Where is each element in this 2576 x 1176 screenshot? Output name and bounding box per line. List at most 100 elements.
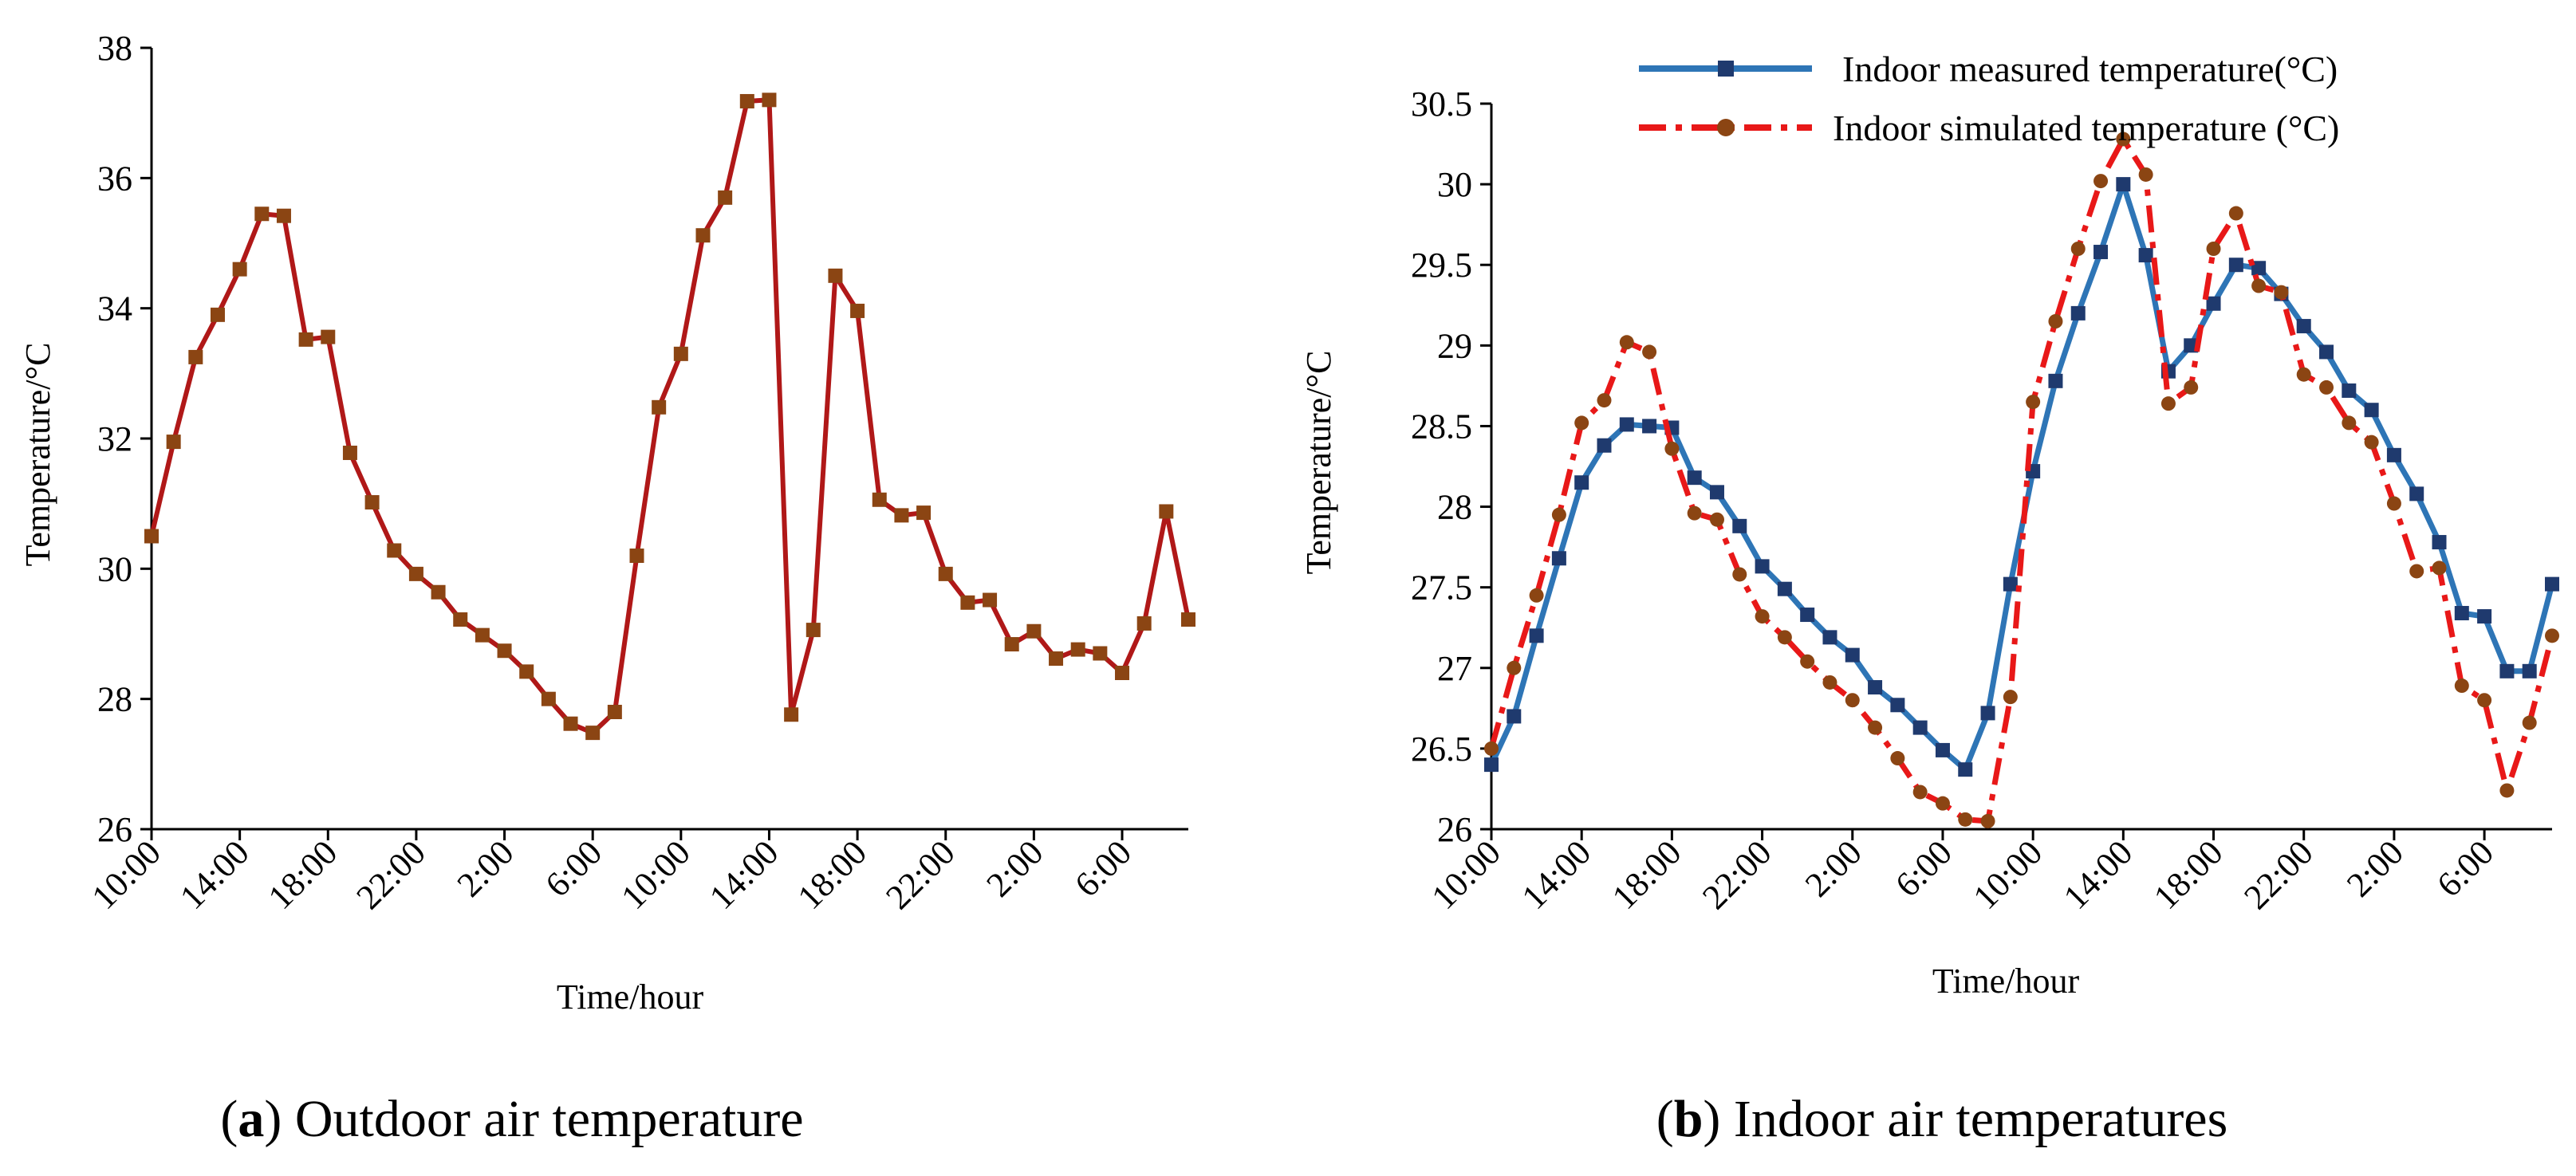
x-tick-label: 18:00 — [1605, 832, 1689, 917]
data-point-indoor-0 — [1732, 518, 1747, 533]
data-point-indoor-1 — [1912, 785, 1928, 800]
data-point-outdoor-0 — [1049, 651, 1064, 667]
data-point-outdoor-0 — [1093, 646, 1108, 661]
data-point-indoor-0 — [2003, 576, 2018, 592]
y-tick-label: 26.5 — [1411, 730, 1472, 769]
data-point-outdoor-0 — [673, 346, 688, 361]
data-point-outdoor-0 — [894, 508, 909, 523]
data-point-outdoor-0 — [695, 228, 711, 243]
y-tick-label: 29.5 — [1411, 246, 1472, 285]
data-point-outdoor-0 — [762, 92, 777, 108]
data-point-outdoor-0 — [166, 435, 181, 450]
data-point-indoor-1 — [1529, 588, 1544, 603]
data-point-indoor-1 — [2206, 242, 2221, 256]
data-point-indoor-1 — [2364, 435, 2379, 450]
data-point-indoor-0 — [1687, 470, 1702, 486]
y-tick-label: 38 — [97, 29, 132, 68]
x-tick-label: 14:00 — [702, 832, 786, 917]
chart-indoor-ylabel: Temperature/°C — [1299, 351, 1338, 575]
data-point-indoor-1 — [2160, 396, 2176, 411]
data-point-outdoor-0 — [983, 592, 998, 608]
x-tick-label: 6:00 — [2429, 832, 2501, 904]
data-point-indoor-0 — [2048, 373, 2063, 388]
data-point-indoor-1 — [2386, 496, 2401, 511]
data-point-indoor-0 — [1574, 475, 1589, 490]
data-point-indoor-1 — [2454, 678, 2469, 694]
data-point-indoor-1 — [1507, 660, 1522, 675]
x-tick-label: 2:00 — [979, 832, 1050, 904]
data-point-indoor-1 — [1664, 441, 1680, 456]
data-point-indoor-0 — [2206, 296, 2221, 311]
data-point-outdoor-0 — [453, 612, 468, 627]
chart-outdoor-yticks: 26 28 30 32 34 36 38 — [97, 29, 152, 849]
chart-indoor-yticks: 26 26.5 27 27.5 28 28.5 29 29.5 30 30.5 — [1411, 85, 1491, 849]
data-point-outdoor-0 — [960, 595, 975, 610]
x-tick-label: 6:00 — [1067, 832, 1139, 904]
data-point-indoor-0 — [2093, 245, 2109, 260]
data-point-outdoor-0 — [1070, 642, 1085, 657]
x-tick-label: 22:00 — [878, 832, 963, 917]
y-tick-label: 36 — [97, 159, 132, 198]
y-tick-label: 34 — [97, 289, 132, 328]
data-point-outdoor-0 — [232, 262, 247, 277]
data-point-outdoor-0 — [850, 303, 865, 318]
data-point-outdoor-0 — [364, 495, 380, 510]
data-point-indoor-1 — [2342, 415, 2357, 431]
chart-outdoor-series — [144, 92, 1195, 741]
data-point-indoor-1 — [2003, 690, 2018, 705]
series-line-indoor-1 — [1488, 136, 2555, 824]
data-point-indoor-0 — [1777, 581, 1792, 596]
data-point-outdoor-0 — [784, 707, 799, 722]
data-point-indoor-0 — [2364, 403, 2379, 418]
data-point-indoor-1 — [1755, 609, 1770, 624]
y-tick-label: 29 — [1437, 326, 1472, 365]
data-point-indoor-1 — [2048, 314, 2063, 328]
data-point-outdoor-0 — [254, 206, 270, 222]
data-point-outdoor-0 — [607, 705, 622, 719]
data-point-outdoor-0 — [739, 93, 754, 108]
data-point-indoor-0 — [2070, 305, 2086, 321]
data-point-indoor-0 — [1709, 485, 1724, 500]
data-point-indoor-0 — [1755, 559, 1770, 574]
x-tick-label: 22:00 — [2236, 832, 2321, 917]
chart-outdoor-caption-letter: a — [238, 1090, 264, 1148]
data-point-indoor-1 — [2138, 167, 2153, 182]
x-tick-label: 18:00 — [2146, 832, 2231, 917]
data-point-outdoor-0 — [585, 726, 601, 741]
data-point-outdoor-0 — [276, 208, 291, 223]
chart-outdoor-xticks: 10:00 14:00 18:00 22:00 2:00 6:00 10:00 14:00 18… — [85, 829, 1139, 917]
data-point-indoor-0 — [2296, 319, 2311, 334]
data-point-indoor-1 — [2070, 242, 2086, 256]
data-point-indoor-1 — [2409, 564, 2424, 579]
legend-item-measured: Indoor measured temperature(°C) — [1639, 49, 2338, 89]
y-tick-label: 28 — [97, 680, 132, 719]
legend-simulated-marker — [1717, 119, 1735, 136]
data-point-outdoor-0 — [872, 492, 887, 507]
data-point-outdoor-0 — [519, 664, 534, 679]
data-point-outdoor-0 — [342, 445, 357, 460]
legend-measured-label: Indoor measured temperature(°C) — [1842, 49, 2338, 89]
chart-indoor-series — [1484, 132, 2559, 828]
data-point-outdoor-0 — [541, 691, 556, 706]
data-point-outdoor-0 — [497, 643, 512, 659]
data-point-indoor-1 — [2026, 395, 2041, 410]
data-point-indoor-1 — [1890, 751, 1905, 766]
data-point-indoor-1 — [2499, 783, 2515, 798]
data-point-indoor-1 — [1958, 812, 1973, 827]
data-point-indoor-0 — [1958, 762, 1973, 777]
data-point-indoor-0 — [1845, 647, 1860, 663]
data-point-indoor-0 — [1484, 757, 1499, 773]
data-point-indoor-0 — [1800, 608, 1815, 623]
data-point-indoor-0 — [2386, 447, 2401, 462]
data-point-outdoor-0 — [1159, 504, 1174, 519]
data-point-indoor-0 — [2116, 177, 2131, 192]
data-point-indoor-1 — [2274, 285, 2289, 300]
data-point-outdoor-0 — [431, 584, 446, 600]
x-tick-label: 6:00 — [538, 832, 609, 904]
data-point-outdoor-0 — [321, 329, 336, 344]
data-point-outdoor-0 — [1136, 616, 1152, 631]
y-tick-label: 26 — [97, 810, 132, 849]
data-point-indoor-1 — [1845, 693, 1860, 708]
